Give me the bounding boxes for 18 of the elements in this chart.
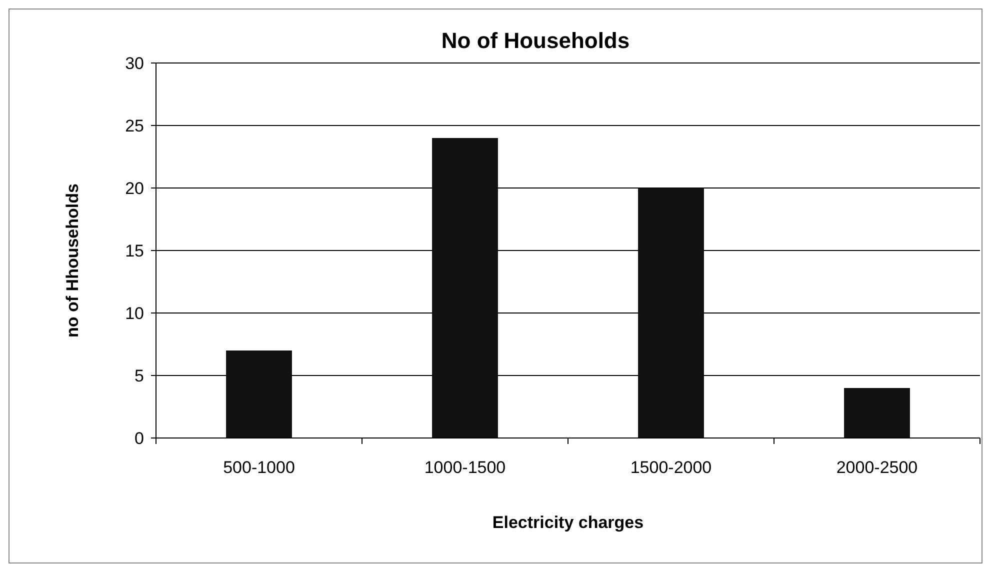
y-tick-label: 10 xyxy=(125,304,144,323)
y-tick-label: 5 xyxy=(134,366,144,386)
x-axis-title: Electricity charges xyxy=(492,513,644,532)
chart-title: No of Households xyxy=(441,28,630,53)
x-tick-label: 2000-2500 xyxy=(836,458,918,477)
x-tick-label: 1500-2000 xyxy=(630,458,712,477)
y-tick-label: 15 xyxy=(125,241,144,260)
bar xyxy=(638,188,704,438)
y-tick-label: 25 xyxy=(125,116,144,136)
bar xyxy=(432,138,498,438)
y-tick-label: 30 xyxy=(125,54,144,73)
y-axis-title: no of Hhouseholds xyxy=(63,184,82,338)
y-tick-label: 0 xyxy=(134,428,144,448)
bar xyxy=(226,350,292,438)
y-tick-label: 20 xyxy=(125,178,144,198)
x-tick-label: 500-1000 xyxy=(223,458,295,477)
x-tick-label: 1000-1500 xyxy=(424,458,506,477)
bar xyxy=(844,388,910,438)
